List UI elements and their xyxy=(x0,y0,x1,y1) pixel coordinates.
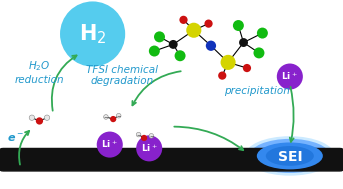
Ellipse shape xyxy=(104,115,108,119)
Text: −: − xyxy=(136,132,141,137)
FancyArrowPatch shape xyxy=(52,55,76,111)
Ellipse shape xyxy=(136,135,162,161)
Text: e$^-$: e$^-$ xyxy=(7,133,24,144)
Ellipse shape xyxy=(243,64,251,72)
Ellipse shape xyxy=(29,115,35,120)
FancyArrowPatch shape xyxy=(132,71,181,105)
Text: −: − xyxy=(104,115,108,119)
Ellipse shape xyxy=(154,31,165,42)
Text: precipitation: precipitation xyxy=(224,86,290,96)
Ellipse shape xyxy=(175,50,186,61)
FancyBboxPatch shape xyxy=(0,149,343,171)
Ellipse shape xyxy=(149,134,154,138)
Ellipse shape xyxy=(136,132,141,137)
Ellipse shape xyxy=(116,113,121,118)
Ellipse shape xyxy=(141,135,147,141)
Ellipse shape xyxy=(97,132,123,158)
Ellipse shape xyxy=(169,40,178,49)
Text: H$_2$O
reduction: H$_2$O reduction xyxy=(15,59,64,84)
Ellipse shape xyxy=(239,38,248,47)
Text: TFSI chemical
degradation: TFSI chemical degradation xyxy=(86,65,158,86)
FancyArrowPatch shape xyxy=(19,131,29,165)
Text: H$_2$: H$_2$ xyxy=(79,22,106,46)
Text: −: − xyxy=(116,113,121,118)
Ellipse shape xyxy=(218,71,226,80)
Ellipse shape xyxy=(266,146,314,166)
Ellipse shape xyxy=(245,136,335,176)
Ellipse shape xyxy=(36,117,43,125)
Ellipse shape xyxy=(221,55,236,70)
Ellipse shape xyxy=(257,143,323,169)
Ellipse shape xyxy=(179,16,188,24)
Text: Li$^+$: Li$^+$ xyxy=(141,143,157,154)
Ellipse shape xyxy=(44,115,50,120)
Ellipse shape xyxy=(60,2,125,67)
FancyArrowPatch shape xyxy=(174,127,243,150)
Ellipse shape xyxy=(204,19,213,28)
Text: Li$^+$: Li$^+$ xyxy=(102,139,118,150)
Text: SEI: SEI xyxy=(277,150,302,164)
Ellipse shape xyxy=(233,20,244,31)
Ellipse shape xyxy=(110,116,116,122)
Ellipse shape xyxy=(277,64,303,90)
Ellipse shape xyxy=(249,139,330,173)
Text: Li$^+$: Li$^+$ xyxy=(282,71,298,82)
Text: −: − xyxy=(149,133,154,138)
Ellipse shape xyxy=(186,23,201,38)
Ellipse shape xyxy=(206,41,216,51)
FancyArrowPatch shape xyxy=(290,87,294,142)
Ellipse shape xyxy=(257,28,268,39)
Ellipse shape xyxy=(149,46,160,57)
Ellipse shape xyxy=(253,47,264,58)
